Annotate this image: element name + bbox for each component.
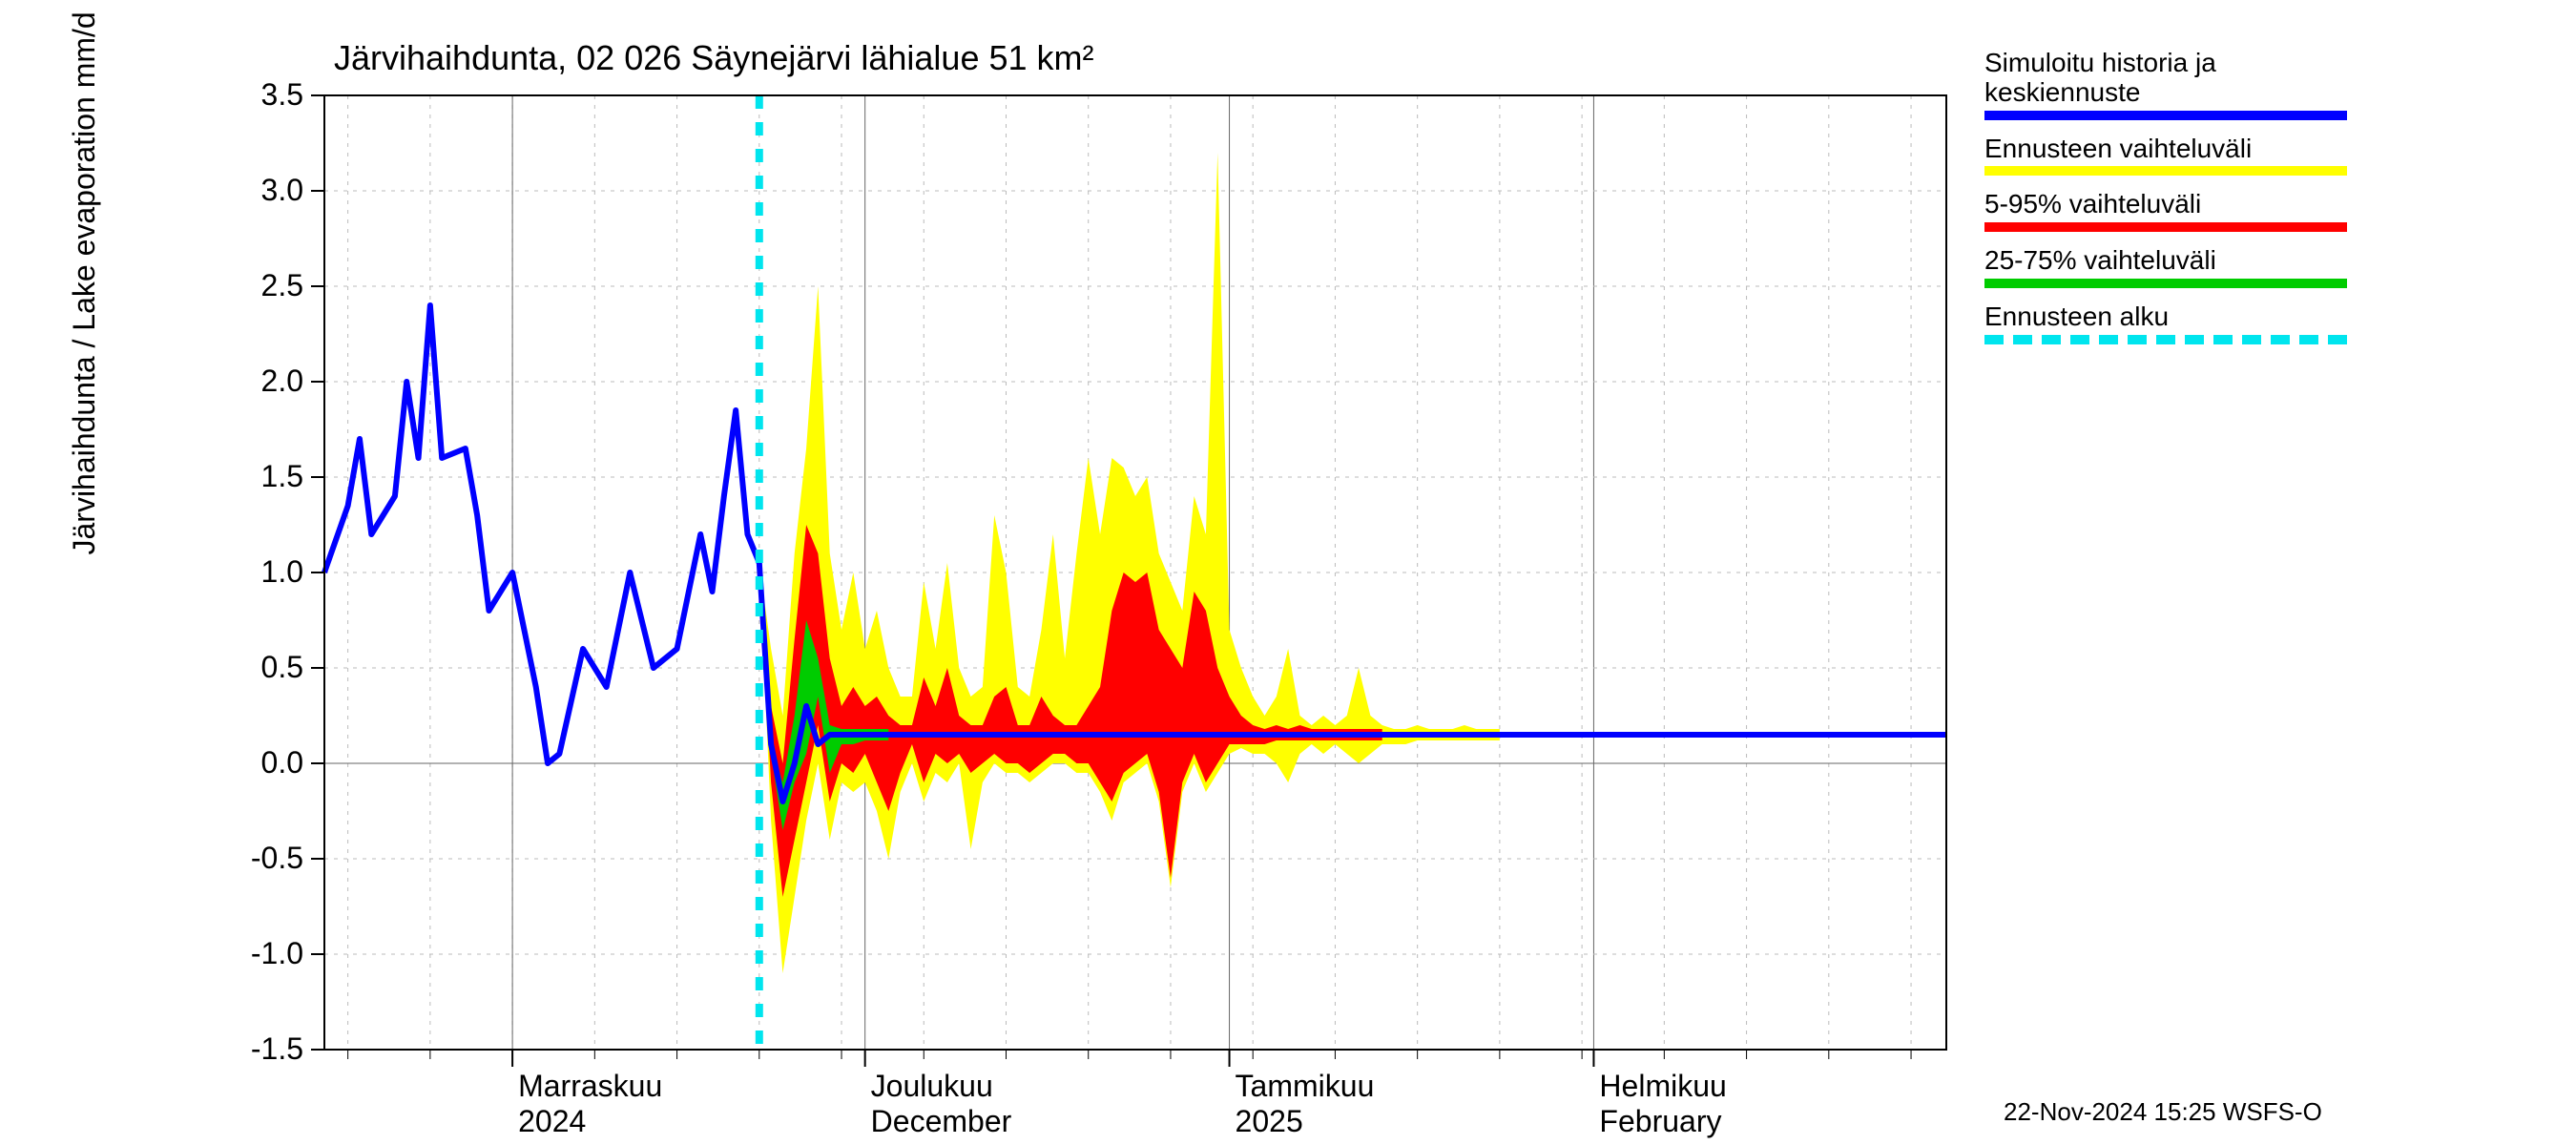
x-month-label: Joulukuu	[871, 1069, 993, 1104]
x-month-sublabel: February	[1599, 1104, 1721, 1139]
legend-label: Ennusteen vaihteluväli	[1984, 134, 2252, 164]
legend-label: Ennusteen alku	[1984, 302, 2169, 332]
legend-swatch	[1984, 279, 2347, 288]
y-tick: 3.5	[261, 77, 303, 113]
y-tick: 1.0	[261, 554, 303, 590]
y-tick: 1.5	[261, 459, 303, 494]
x-month-label: Helmikuu	[1599, 1069, 1726, 1104]
y-tick: 0.5	[261, 650, 303, 685]
chart-title: Järvihaihdunta, 02 026 Säynejärvi lähial…	[334, 38, 1093, 78]
y-tick: 2.0	[261, 364, 303, 399]
legend-label: Simuloitu historia ja	[1984, 48, 2216, 78]
chart-container: Järvihaihdunta, 02 026 Säynejärvi lähial…	[0, 0, 2576, 1145]
y-tick: -1.0	[251, 936, 303, 971]
x-month-label: Marraskuu	[518, 1069, 662, 1104]
x-month-sublabel: 2025	[1236, 1104, 1303, 1139]
y-tick: -1.5	[251, 1031, 303, 1067]
legend-label: 5-95% vaihteluväli	[1984, 189, 2201, 219]
legend-label: 25-75% vaihteluväli	[1984, 245, 2216, 276]
x-month-sublabel: 2024	[518, 1104, 586, 1139]
legend-swatch	[1984, 166, 2347, 176]
y-tick: 3.0	[261, 173, 303, 208]
y-axis-label: Järvihaihdunta / Lake evaporation mm/d	[67, 11, 102, 554]
y-tick: -0.5	[251, 841, 303, 876]
legend-swatch	[1984, 222, 2347, 232]
render-timestamp: 22-Nov-2024 15:25 WSFS-O	[2004, 1097, 2322, 1127]
legend-swatch	[1984, 111, 2347, 120]
y-tick: 2.5	[261, 268, 303, 303]
legend-label: keskiennuste	[1984, 77, 2140, 108]
legend-swatch	[1984, 335, 2347, 344]
x-month-sublabel: December	[871, 1104, 1012, 1139]
x-month-label: Tammikuu	[1236, 1069, 1375, 1104]
y-tick: 0.0	[261, 745, 303, 781]
